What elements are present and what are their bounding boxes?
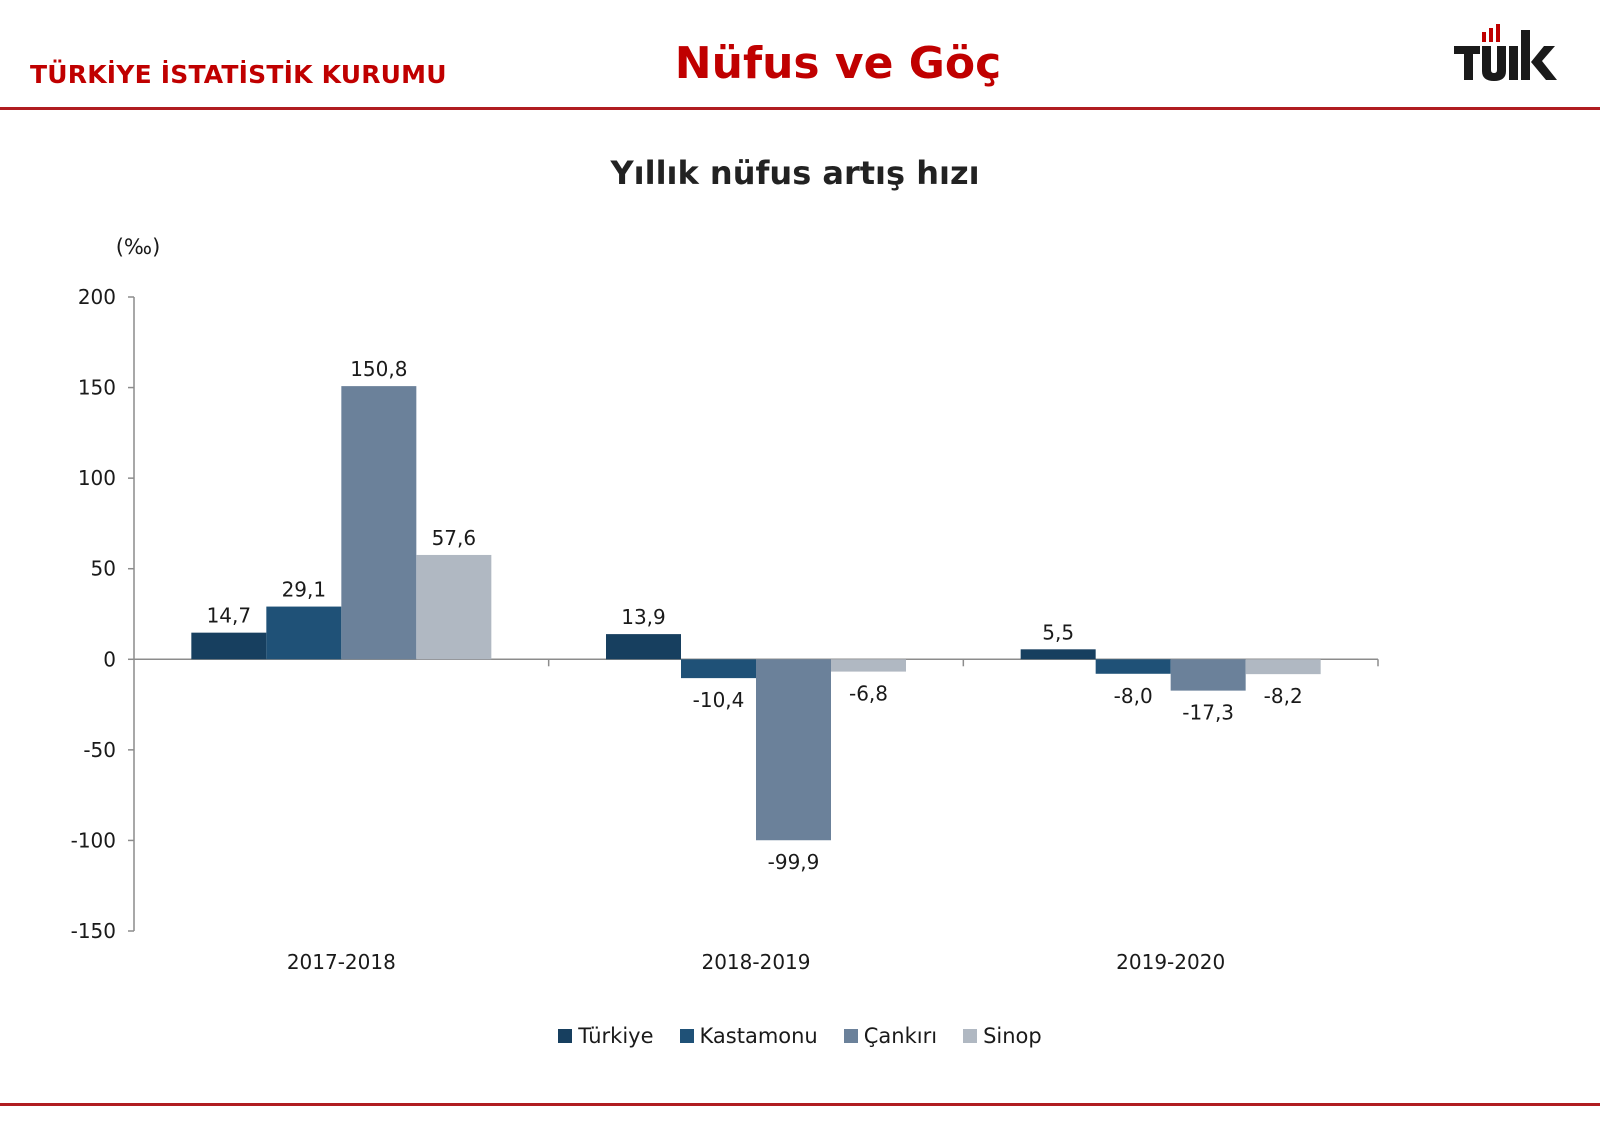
x-category-label: 2019-2020 (1116, 950, 1225, 974)
legend-item: Kastamonu (679, 1024, 818, 1048)
legend-swatch (843, 1029, 858, 1043)
y-tick-label: 200 (78, 285, 116, 309)
bar (191, 632, 267, 660)
data-labels: 14,7 29,1 150,8 57,6 13,9 -10,4 -99,9 -6,8 5,5 -8… (207, 357, 1303, 874)
y-tick-label: 150 (78, 376, 116, 400)
data-label: -10,4 (693, 688, 745, 712)
data-label: 29,1 (282, 578, 327, 602)
legend-item: Türkiye (558, 1024, 654, 1048)
legend: Türkiye Kastamonu Çankırı Sinop (0, 1024, 1600, 1048)
legend-swatch (963, 1029, 978, 1043)
y-tick-label: -150 (71, 919, 116, 943)
legend-label: Çankırı (863, 1024, 938, 1048)
data-label: 13,9 (621, 605, 666, 629)
bar (1020, 649, 1096, 660)
bar (416, 554, 492, 660)
data-label: 150,8 (350, 357, 407, 381)
bar (606, 634, 681, 660)
tuik-logo (1454, 24, 1557, 81)
y-tick-label: -100 (71, 828, 116, 852)
data-label: -6,8 (849, 682, 888, 706)
y-unit-label: (‰) (116, 235, 161, 259)
y-tick-label: 50 (91, 557, 116, 581)
x-category-label: 2018-2019 (701, 950, 810, 974)
data-label: -8,2 (1264, 684, 1303, 708)
bar (1245, 659, 1321, 675)
data-label: 5,5 (1042, 620, 1074, 644)
legend-label: Türkiye (578, 1024, 654, 1048)
footer-rule (0, 1103, 1600, 1106)
legend-label: Sinop (983, 1024, 1042, 1048)
y-axis: 200 150 100 50 0 -50 -100 -150 (71, 285, 135, 943)
bar (831, 659, 906, 672)
bar (266, 606, 342, 660)
chart-title: Yıllık nüfus artış hızı (609, 154, 979, 192)
header-rule (0, 107, 1600, 110)
bars (191, 386, 1321, 841)
bar (341, 386, 417, 660)
bar (756, 659, 831, 841)
data-label: -8,0 (1114, 684, 1153, 708)
data-label: 14,7 (207, 604, 252, 628)
legend-swatch (558, 1029, 573, 1043)
bar (1170, 659, 1246, 691)
data-label: -17,3 (1182, 701, 1234, 725)
y-tick-label: -50 (83, 738, 116, 762)
legend-item: Sinop (963, 1024, 1042, 1048)
data-label: -99,9 (768, 850, 820, 874)
legend-label: Kastamonu (699, 1024, 818, 1048)
bar (681, 659, 756, 679)
bar (1095, 659, 1171, 674)
y-tick-label: 0 (103, 647, 116, 671)
legend-item: Çankırı (843, 1024, 938, 1048)
data-label: 57,6 (432, 526, 477, 550)
y-tick-label: 100 (78, 466, 116, 490)
x-axis: 2017-2018 2018-2019 2019-2020 (134, 658, 1379, 974)
legend-swatch (679, 1029, 694, 1043)
page-title: Nüfus ve Göç (674, 38, 1002, 89)
x-category-label: 2017-2018 (287, 950, 396, 974)
organization-name: TÜRKİYE İSTATİSTİK KURUMU (30, 60, 447, 89)
